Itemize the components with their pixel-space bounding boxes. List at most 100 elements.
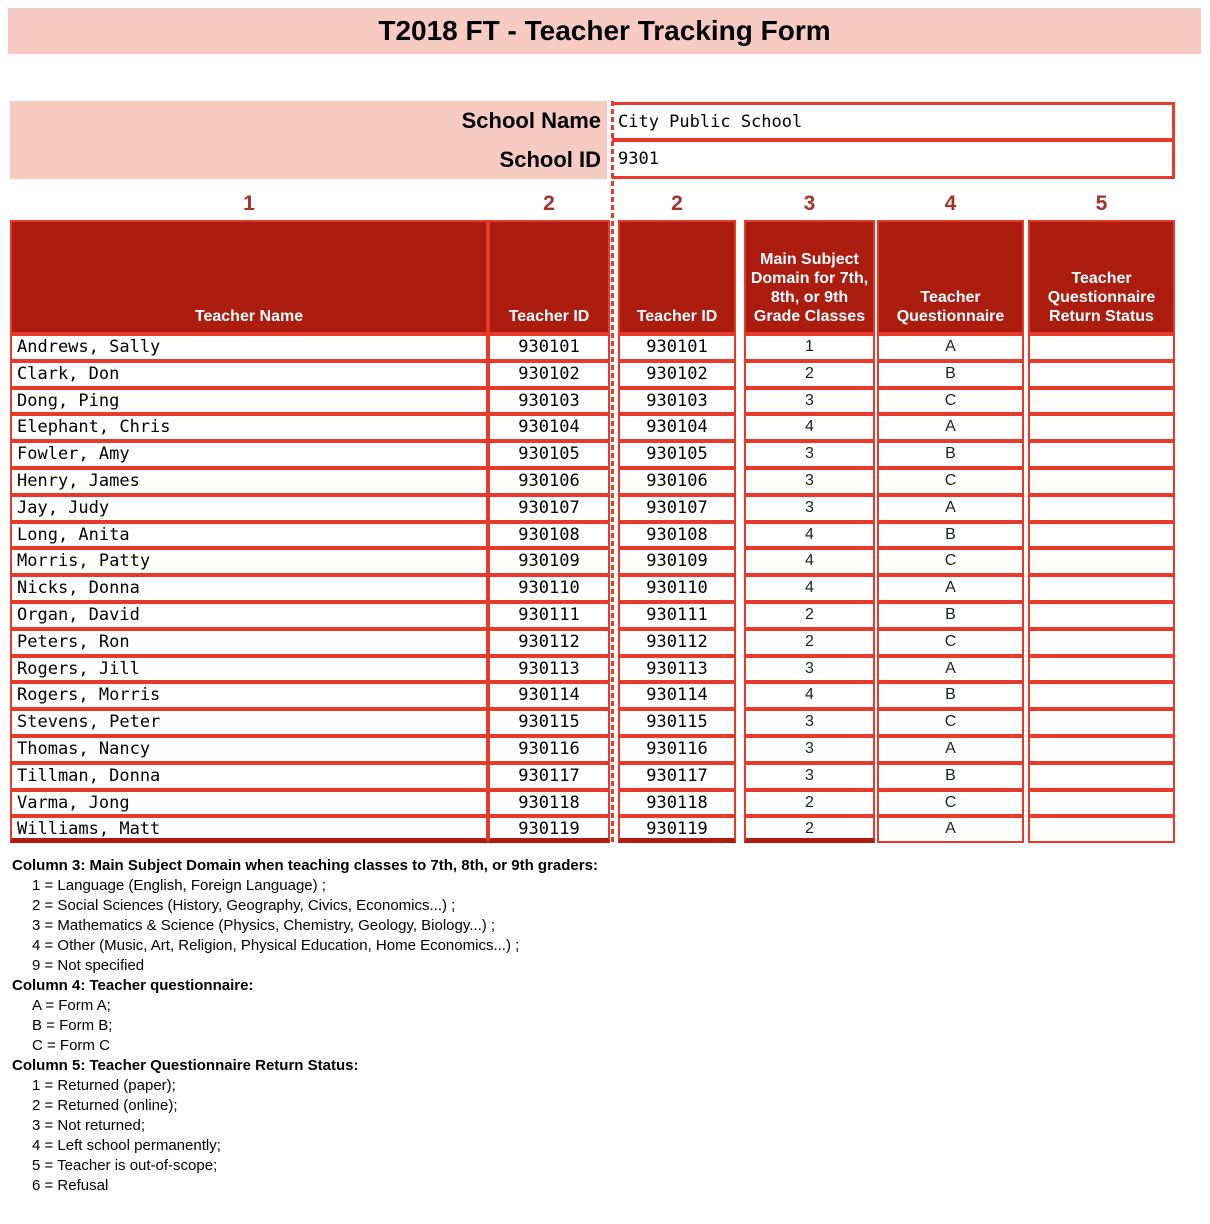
cell-return-status[interactable] (1028, 494, 1175, 522)
cell-name[interactable]: Elephant, Chris (10, 414, 488, 442)
cell-questionnaire[interactable]: A (877, 334, 1024, 361)
cell-return-status[interactable] (1028, 789, 1175, 817)
cell-questionnaire[interactable]: C (877, 789, 1024, 817)
cell-name[interactable]: Fowler, Amy (10, 441, 488, 468)
cell-domain[interactable]: 4 (744, 521, 875, 549)
cell-questionnaire[interactable]: B (877, 360, 1024, 388)
cell-questionnaire[interactable]: B (877, 441, 1024, 468)
cell-name[interactable]: Andrews, Sally (10, 334, 488, 361)
cell-questionnaire[interactable]: C (877, 548, 1024, 576)
cell-return-status[interactable] (1028, 387, 1175, 415)
cell-return-status[interactable] (1028, 521, 1175, 549)
cell-questionnaire[interactable]: A (877, 575, 1024, 602)
cell-questionnaire[interactable]: C (877, 709, 1024, 736)
cell-questionnaire[interactable]: B (877, 682, 1024, 710)
cell-id[interactable]: 930107 (488, 494, 610, 522)
cell-domain[interactable]: 2 (744, 628, 875, 656)
cell-name[interactable]: Nicks, Donna (10, 575, 488, 602)
cell-id[interactable]: 930119 (488, 816, 610, 844)
cell-id2[interactable]: 930102 (618, 360, 736, 388)
cell-id[interactable]: 930106 (488, 467, 610, 495)
cell-name[interactable]: Clark, Don (10, 360, 488, 388)
cell-return-status[interactable] (1028, 334, 1175, 361)
cell-name[interactable]: Varma, Jong (10, 789, 488, 817)
cell-domain[interactable]: 2 (744, 601, 875, 629)
cell-id[interactable]: 930102 (488, 360, 610, 388)
cell-return-status[interactable] (1028, 762, 1175, 790)
cell-id2[interactable]: 930106 (618, 467, 736, 495)
cell-domain[interactable]: 3 (744, 655, 875, 683)
cell-id2[interactable]: 930112 (618, 628, 736, 656)
cell-id[interactable]: 930115 (488, 709, 610, 736)
cell-name[interactable]: Organ, David (10, 601, 488, 629)
cell-name[interactable]: Peters, Ron (10, 628, 488, 656)
cell-id2[interactable]: 930119 (618, 816, 736, 844)
cell-id[interactable]: 930103 (488, 387, 610, 415)
cell-id[interactable]: 930104 (488, 414, 610, 442)
cell-questionnaire[interactable]: B (877, 521, 1024, 549)
cell-questionnaire[interactable]: C (877, 628, 1024, 656)
cell-questionnaire[interactable]: B (877, 762, 1024, 790)
cell-id2[interactable]: 930115 (618, 709, 736, 736)
cell-id[interactable]: 930101 (488, 334, 610, 361)
cell-domain[interactable]: 1 (744, 334, 875, 361)
cell-domain[interactable]: 3 (744, 387, 875, 415)
cell-id[interactable]: 930113 (488, 655, 610, 683)
school-name-field[interactable]: City Public School (612, 102, 1175, 141)
cell-return-status[interactable] (1028, 601, 1175, 629)
cell-id2[interactable]: 930108 (618, 521, 736, 549)
cell-questionnaire[interactable]: A (877, 655, 1024, 683)
cell-id2[interactable]: 930107 (618, 494, 736, 522)
cell-return-status[interactable] (1028, 709, 1175, 736)
cell-questionnaire[interactable]: C (877, 387, 1024, 415)
cell-id[interactable]: 930108 (488, 521, 610, 549)
cell-id[interactable]: 930110 (488, 575, 610, 602)
cell-questionnaire[interactable]: B (877, 601, 1024, 629)
cell-questionnaire[interactable]: A (877, 816, 1024, 844)
cell-domain[interactable]: 3 (744, 762, 875, 790)
cell-return-status[interactable] (1028, 735, 1175, 763)
cell-name[interactable]: Williams, Matt (10, 816, 488, 844)
cell-domain[interactable]: 4 (744, 682, 875, 710)
cell-id2[interactable]: 930110 (618, 575, 736, 602)
school-id-field[interactable]: 9301 (612, 139, 1175, 179)
cell-domain[interactable]: 2 (744, 789, 875, 817)
cell-name[interactable]: Morris, Patty (10, 548, 488, 576)
cell-return-status[interactable] (1028, 548, 1175, 576)
cell-return-status[interactable] (1028, 816, 1175, 844)
cell-name[interactable]: Jay, Judy (10, 494, 488, 522)
cell-return-status[interactable] (1028, 655, 1175, 683)
cell-id2[interactable]: 930104 (618, 414, 736, 442)
cell-id2[interactable]: 930113 (618, 655, 736, 683)
cell-id2[interactable]: 930116 (618, 735, 736, 763)
cell-name[interactable]: Rogers, Morris (10, 682, 488, 710)
cell-id2[interactable]: 930114 (618, 682, 736, 710)
cell-name[interactable]: Dong, Ping (10, 387, 488, 415)
cell-questionnaire[interactable]: A (877, 414, 1024, 442)
cell-domain[interactable]: 3 (744, 494, 875, 522)
cell-name[interactable]: Tillman, Donna (10, 762, 488, 790)
cell-return-status[interactable] (1028, 441, 1175, 468)
cell-domain[interactable]: 3 (744, 735, 875, 763)
cell-domain[interactable]: 3 (744, 467, 875, 495)
cell-id2[interactable]: 930111 (618, 601, 736, 629)
cell-name[interactable]: Stevens, Peter (10, 709, 488, 736)
cell-return-status[interactable] (1028, 360, 1175, 388)
cell-return-status[interactable] (1028, 682, 1175, 710)
cell-domain[interactable]: 3 (744, 441, 875, 468)
cell-domain[interactable]: 3 (744, 709, 875, 736)
cell-return-status[interactable] (1028, 414, 1175, 442)
cell-id2[interactable]: 930101 (618, 334, 736, 361)
cell-domain[interactable]: 2 (744, 360, 875, 388)
cell-name[interactable]: Long, Anita (10, 521, 488, 549)
cell-return-status[interactable] (1028, 467, 1175, 495)
cell-questionnaire[interactable]: A (877, 494, 1024, 522)
cell-id[interactable]: 930112 (488, 628, 610, 656)
cell-return-status[interactable] (1028, 628, 1175, 656)
cell-id[interactable]: 930116 (488, 735, 610, 763)
cell-questionnaire[interactable]: A (877, 735, 1024, 763)
cell-id[interactable]: 930111 (488, 601, 610, 629)
cell-id2[interactable]: 930117 (618, 762, 736, 790)
cell-questionnaire[interactable]: C (877, 467, 1024, 495)
cell-id2[interactable]: 930109 (618, 548, 736, 576)
